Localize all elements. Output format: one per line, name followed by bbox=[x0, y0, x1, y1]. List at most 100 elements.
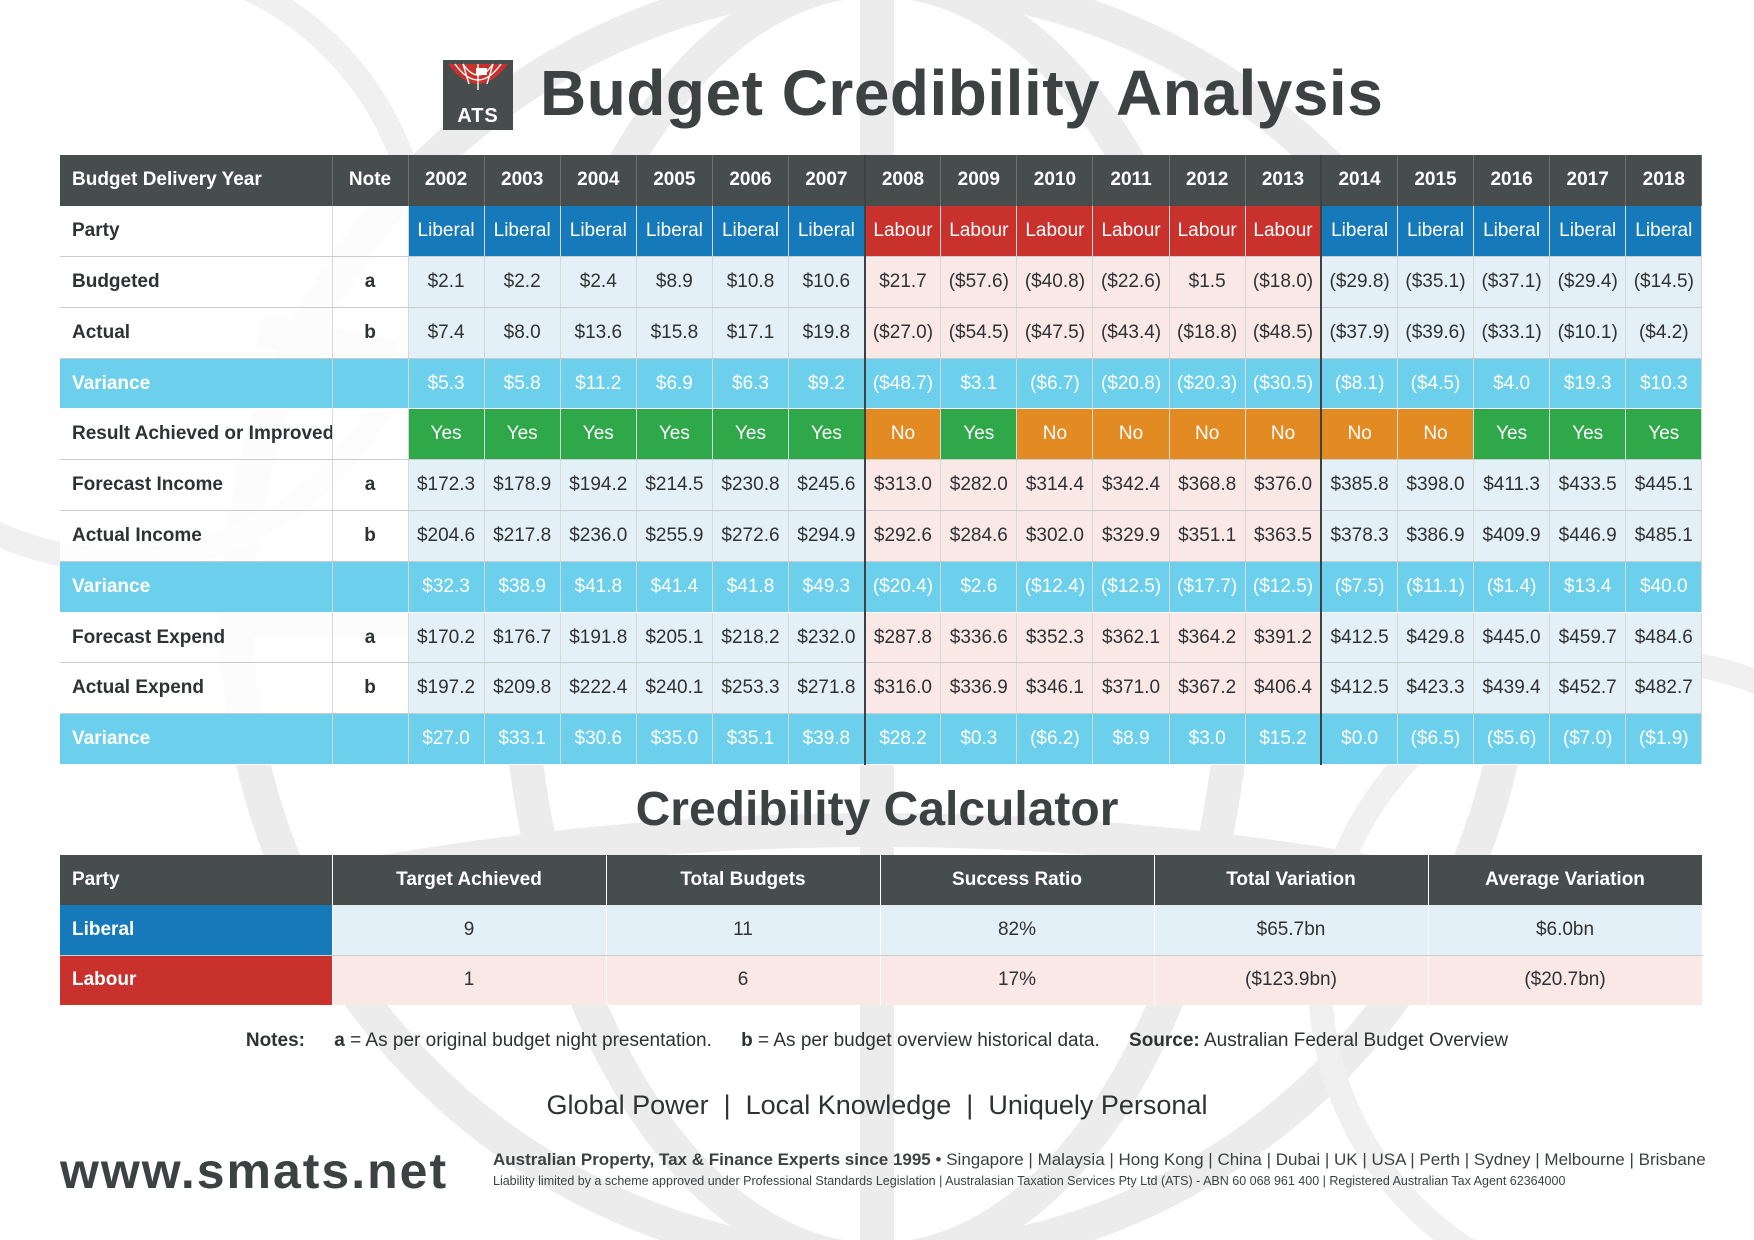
calculator-value-cell: 17% bbox=[880, 955, 1155, 1005]
result-cell: Yes bbox=[1473, 408, 1551, 461]
result-cell: No bbox=[1169, 408, 1246, 461]
value-cell: ($27.0) bbox=[863, 307, 942, 359]
result-cell: No bbox=[1397, 408, 1475, 461]
calculator-party-label: Labour bbox=[60, 955, 333, 1005]
party-cell: Labour bbox=[940, 205, 1018, 258]
variance-cell: $3.1 bbox=[940, 358, 1018, 410]
row-label: Variance bbox=[60, 358, 333, 410]
row-note bbox=[332, 205, 409, 258]
variance-cell: $15.2 bbox=[1245, 713, 1322, 766]
value-cell: ($37.9) bbox=[1320, 307, 1398, 359]
variance-cell: ($6.2) bbox=[1016, 713, 1094, 766]
value-cell: $205.1 bbox=[636, 612, 713, 664]
value-cell: $253.3 bbox=[712, 662, 790, 715]
row-note: b bbox=[332, 662, 409, 715]
party-cell: Liberal bbox=[1320, 205, 1398, 258]
value-cell: $255.9 bbox=[636, 510, 713, 562]
result-cell: Yes bbox=[560, 408, 637, 461]
calculator-value-cell: $65.7bn bbox=[1154, 905, 1429, 956]
value-cell: $271.8 bbox=[788, 662, 866, 715]
header-note: Note bbox=[332, 155, 409, 206]
result-cell: No bbox=[1092, 408, 1170, 461]
party-cell: Labour bbox=[1245, 205, 1322, 258]
ats-logo: ATS bbox=[443, 60, 513, 130]
value-cell: ($10.1) bbox=[1549, 307, 1627, 359]
value-cell: $240.1 bbox=[636, 662, 713, 715]
value-cell: $485.1 bbox=[1625, 510, 1703, 562]
value-cell: $336.9 bbox=[940, 662, 1018, 715]
value-cell: $409.9 bbox=[1473, 510, 1551, 562]
party-cell: Liberal bbox=[1625, 205, 1703, 258]
value-cell: $406.4 bbox=[1245, 662, 1322, 715]
year-header: 2016 bbox=[1473, 155, 1551, 206]
value-cell: $230.8 bbox=[712, 459, 790, 512]
variance-cell: ($12.4) bbox=[1016, 561, 1094, 613]
variance-cell: ($6.7) bbox=[1016, 358, 1094, 410]
value-cell: ($57.6) bbox=[940, 256, 1018, 308]
variance-cell: $0.0 bbox=[1320, 713, 1398, 766]
value-cell: $302.0 bbox=[1016, 510, 1094, 562]
result-cell: Yes bbox=[636, 408, 713, 461]
note-a-text: = As per original budget night presentat… bbox=[344, 1030, 712, 1051]
variance-cell: ($20.4) bbox=[863, 561, 942, 613]
variance-cell: $30.6 bbox=[560, 713, 637, 766]
variance-cell: ($20.8) bbox=[1092, 358, 1170, 410]
variance-cell: $41.8 bbox=[712, 561, 790, 613]
value-cell: $429.8 bbox=[1397, 612, 1475, 664]
value-cell: $433.5 bbox=[1549, 459, 1627, 512]
table-row: Budgeted a $2.1 $2.2 $2.4 $8.9 $10.8 $10.6 $21.7… bbox=[60, 256, 1703, 308]
value-cell: $346.1 bbox=[1016, 662, 1094, 715]
value-cell: $245.6 bbox=[788, 459, 866, 512]
row-label: Variance bbox=[60, 713, 333, 766]
variance-cell: $2.6 bbox=[940, 561, 1018, 613]
row-label: Actual bbox=[60, 307, 333, 359]
variance-cell: $41.4 bbox=[636, 561, 713, 613]
calculator-value-cell: 6 bbox=[606, 955, 881, 1005]
value-cell: ($48.5) bbox=[1245, 307, 1322, 359]
year-header: 2008 bbox=[863, 155, 942, 206]
variance-cell: ($11.1) bbox=[1397, 561, 1475, 613]
note-b-text: = As per budget overview historical data… bbox=[752, 1030, 1100, 1051]
source-text: Australian Federal Budget Overview bbox=[1199, 1030, 1509, 1051]
year-header: 2004 bbox=[560, 155, 637, 206]
variance-cell: ($48.7) bbox=[863, 358, 942, 410]
year-header: 2003 bbox=[484, 155, 561, 206]
value-cell: $209.8 bbox=[484, 662, 561, 715]
note-b-key: b bbox=[741, 1030, 753, 1051]
source-label: Source: bbox=[1129, 1030, 1200, 1051]
variance-cell: $33.1 bbox=[484, 713, 561, 766]
value-cell: $314.4 bbox=[1016, 459, 1094, 512]
variance-cell: $19.3 bbox=[1549, 358, 1627, 410]
result-cell: No bbox=[1016, 408, 1094, 461]
value-cell: $329.9 bbox=[1092, 510, 1170, 562]
value-cell: $282.0 bbox=[940, 459, 1018, 512]
year-header: 2018 bbox=[1625, 155, 1703, 206]
row-note bbox=[332, 713, 409, 766]
notes: Notes: a = As per original budget night … bbox=[0, 1030, 1754, 1052]
year-header: 2011 bbox=[1092, 155, 1170, 206]
party-cell: Liberal bbox=[636, 205, 713, 258]
value-cell: ($33.1) bbox=[1473, 307, 1551, 359]
value-cell: $446.9 bbox=[1549, 510, 1627, 562]
value-cell: $352.3 bbox=[1016, 612, 1094, 664]
value-cell: $191.8 bbox=[560, 612, 637, 664]
value-cell: $7.4 bbox=[408, 307, 485, 359]
value-cell: $8.9 bbox=[636, 256, 713, 308]
row-label: Result Achieved or Improved bbox=[60, 408, 333, 461]
row-label: Forecast Income bbox=[60, 459, 333, 512]
calculator-value-cell: $6.0bn bbox=[1428, 905, 1703, 956]
value-cell: ($29.4) bbox=[1549, 256, 1627, 308]
row-label: Budgeted bbox=[60, 256, 333, 308]
variance-cell: ($12.5) bbox=[1092, 561, 1170, 613]
website-link[interactable]: www.smats.net bbox=[60, 1143, 449, 1199]
value-cell: ($35.1) bbox=[1397, 256, 1475, 308]
value-cell: ($22.6) bbox=[1092, 256, 1170, 308]
variance-cell: $6.9 bbox=[636, 358, 713, 410]
variance-cell: ($7.0) bbox=[1549, 713, 1627, 766]
value-cell: $378.3 bbox=[1320, 510, 1398, 562]
variance-cell: ($4.5) bbox=[1397, 358, 1475, 410]
result-cell: Yes bbox=[788, 408, 866, 461]
budget-table-header: Budget Delivery Year Note 2002 2003 2004 20… bbox=[60, 155, 1703, 206]
value-cell: $412.5 bbox=[1320, 662, 1398, 715]
calculator-value-cell: 9 bbox=[332, 905, 607, 956]
